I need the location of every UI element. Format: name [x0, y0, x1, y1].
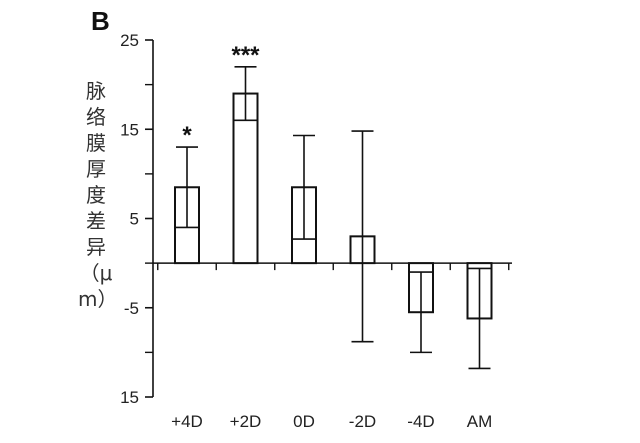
- y-tick-label: 25: [120, 31, 139, 50]
- y-tick-label: 5: [130, 210, 139, 229]
- x-tick-label: AM: [467, 412, 493, 431]
- x-tick-label: -2D: [349, 412, 376, 431]
- bar-1: [232, 92, 259, 265]
- x-tick-label: -4D: [407, 412, 434, 431]
- y-axis-label: 脉络膜厚度差异（μm）: [78, 79, 118, 311]
- significance-label-1: ***: [231, 42, 260, 69]
- y-tick-label: -5: [124, 299, 139, 318]
- significance-label-0: *: [182, 122, 192, 149]
- y-tick-label: 15: [120, 120, 139, 139]
- panel-label: B: [91, 6, 110, 36]
- x-tick-label: +4D: [171, 412, 203, 431]
- y-tick-label: 15: [120, 388, 139, 407]
- x-tick-label: +2D: [230, 412, 262, 431]
- x-tick-label: 0D: [293, 412, 315, 431]
